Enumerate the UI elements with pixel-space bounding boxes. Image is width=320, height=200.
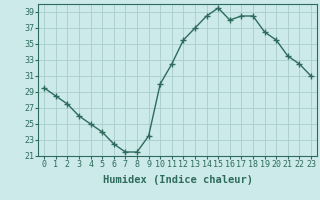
X-axis label: Humidex (Indice chaleur): Humidex (Indice chaleur) bbox=[103, 175, 252, 185]
